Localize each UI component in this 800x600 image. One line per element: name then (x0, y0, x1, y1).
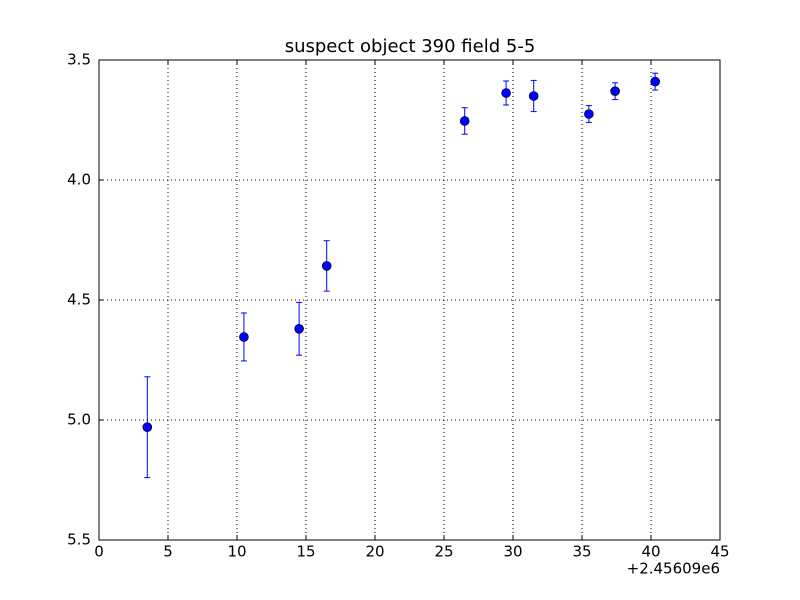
x-tick-label: 10 (227, 543, 246, 561)
data-point (501, 88, 511, 98)
x-tick-label: 40 (641, 543, 660, 561)
y-tick-label: 3.5 (67, 51, 91, 69)
data-point (321, 261, 332, 271)
x-tick-label: 5 (163, 543, 173, 561)
chart-title: suspect object 390 field 5-5 (285, 36, 536, 57)
y-tick-label: 4.0 (67, 171, 91, 189)
x-tick-label: 15 (296, 543, 315, 561)
data-point (459, 116, 470, 126)
data-point (294, 323, 304, 334)
data-point (239, 332, 249, 342)
x-tick-label: 25 (434, 543, 453, 561)
y-tick-label: 5.0 (67, 411, 91, 429)
x-tick-label: 20 (365, 543, 384, 561)
y-tick-label: 4.5 (67, 291, 91, 309)
x-offset-label: +2.45609e6 (627, 560, 720, 578)
data-point (610, 86, 620, 96)
y-tick-label: 5.5 (67, 531, 91, 549)
x-tick-label: 35 (572, 543, 591, 561)
x-tick-label: 45 (710, 543, 729, 561)
x-tick-label: 30 (503, 543, 522, 561)
plot-frame (98, 59, 721, 541)
data-point (650, 76, 660, 87)
x-tick-label: 0 (94, 543, 104, 561)
data-point (142, 422, 153, 433)
data-point (528, 91, 539, 101)
data-point (584, 109, 594, 119)
